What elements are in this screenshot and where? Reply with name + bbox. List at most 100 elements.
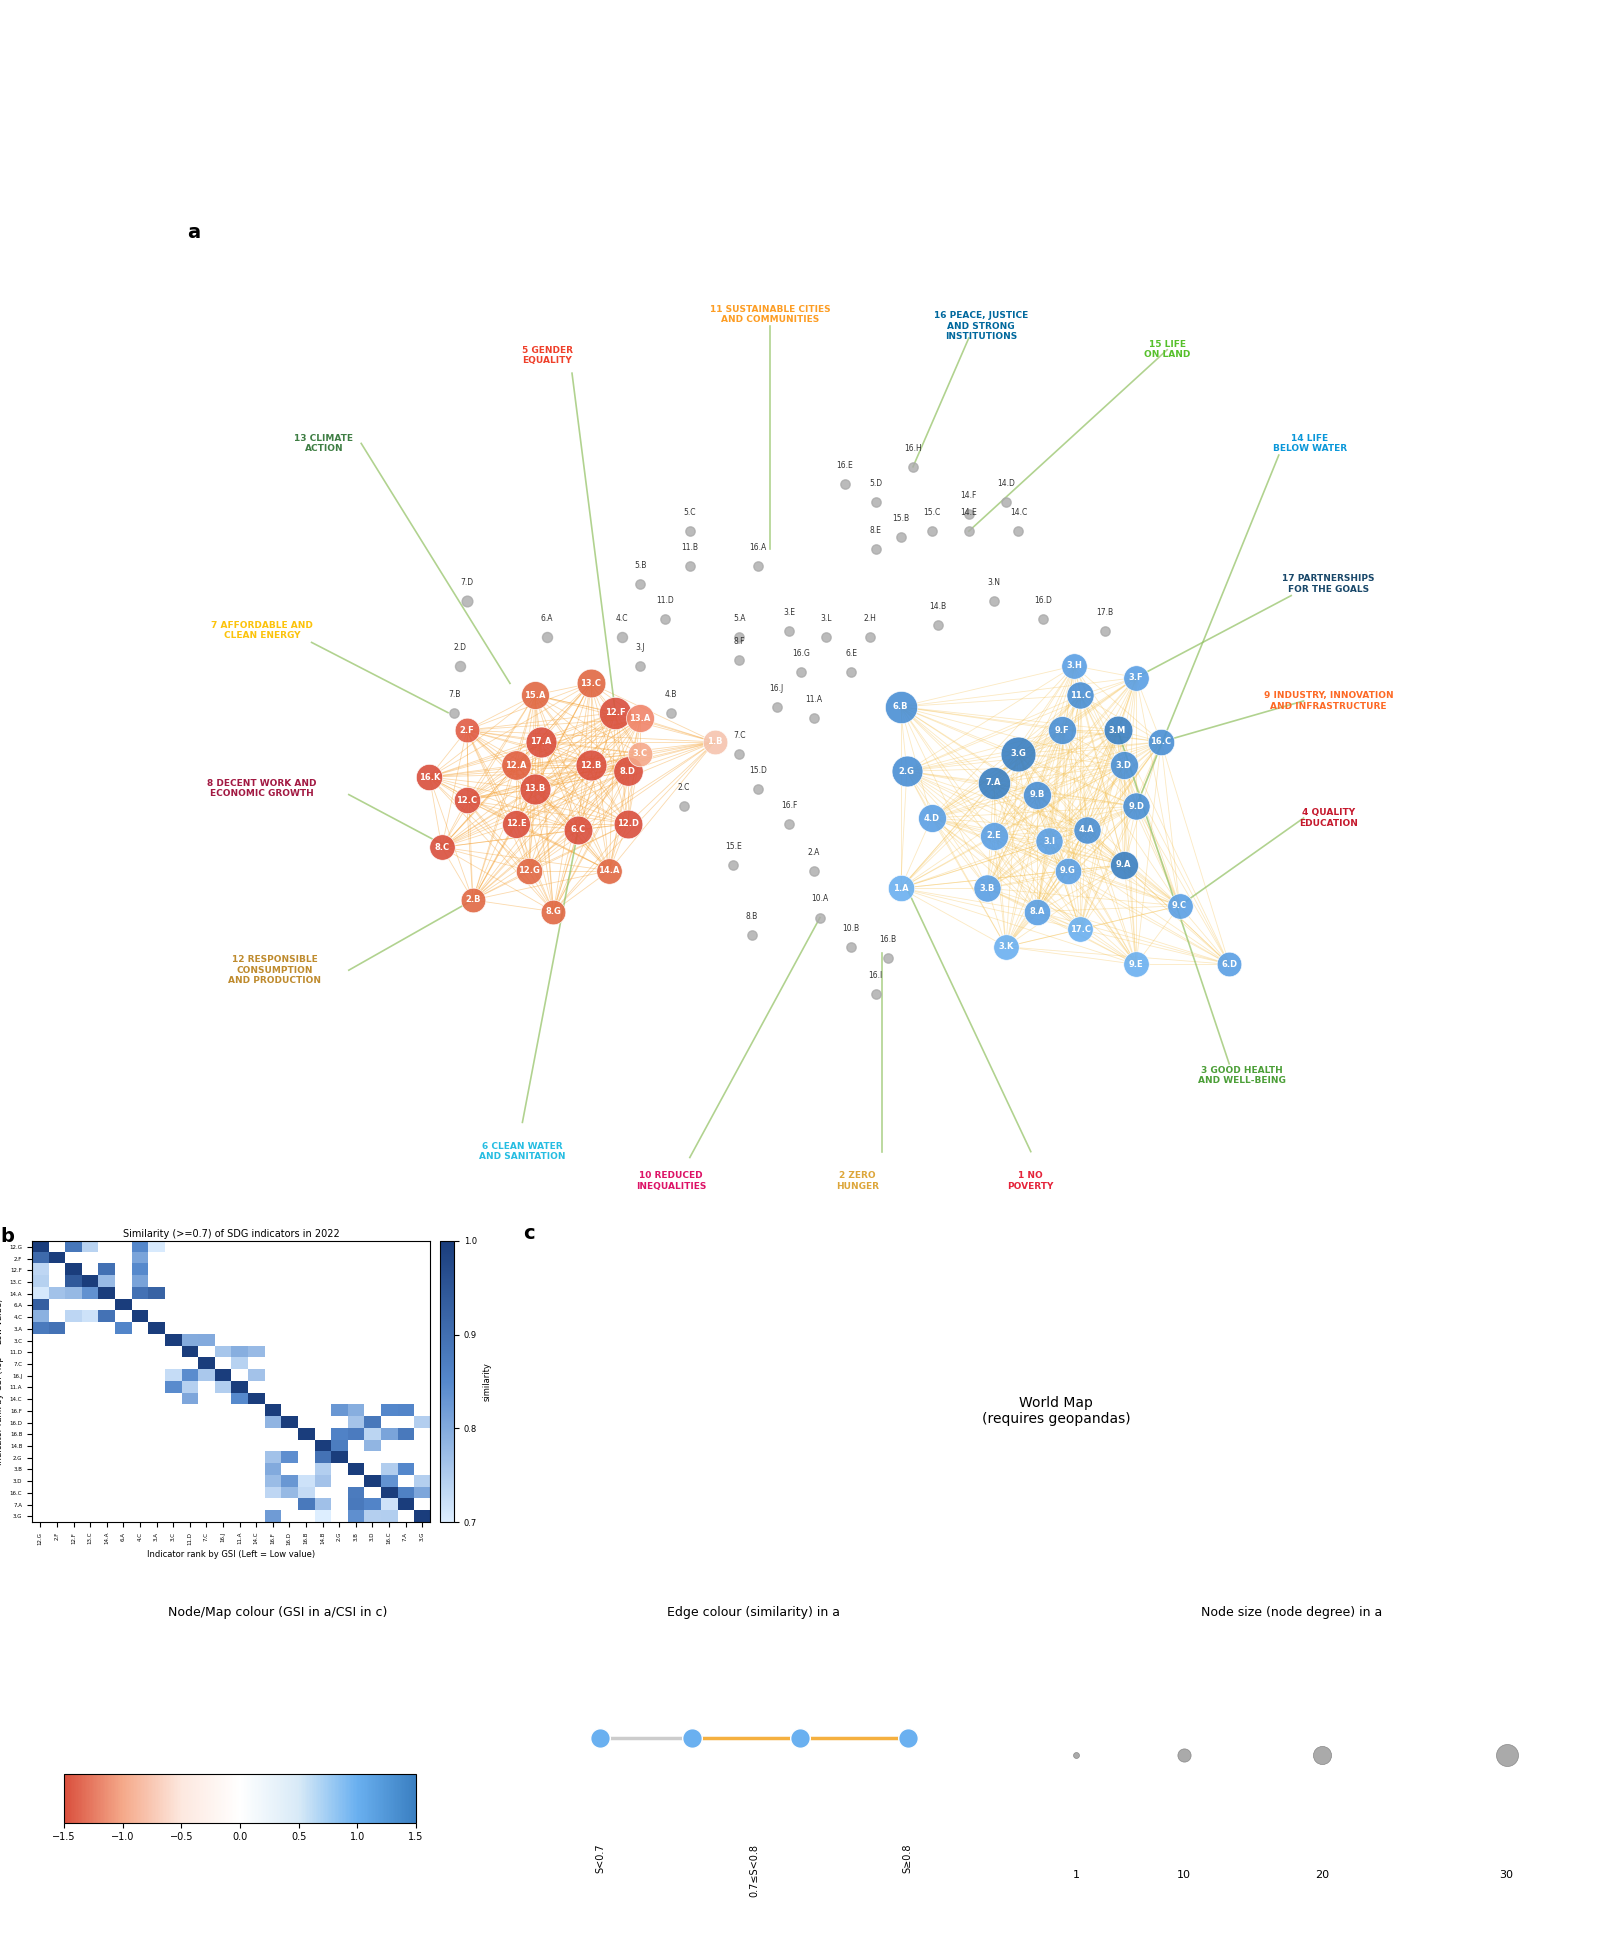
Text: 8.B: 8.B [746,911,758,921]
Y-axis label: Indicator rank by GSI (Top = Low value): Indicator rank by GSI (Top = Low value) [0,1299,3,1464]
Text: 7.B: 7.B [448,690,461,698]
Text: 3.J: 3.J [635,642,645,652]
Text: 16.C: 16.C [1150,737,1171,747]
Point [858,620,883,652]
Text: 20: 20 [1315,1869,1330,1881]
Point [442,698,467,729]
Text: 5.B: 5.B [634,560,646,570]
Text: 10.A: 10.A [811,894,829,904]
Point [659,698,685,729]
Text: 9 INDUSTRY, INNOVATION
AND INFRASTRUCTURE: 9 INDUSTRY, INNOVATION AND INFRASTRUCTUR… [1264,690,1394,710]
Text: 2.E: 2.E [986,832,1002,840]
Text: 16.F: 16.F [781,801,797,811]
Text: 16.G: 16.G [792,650,810,657]
Point [515,855,541,886]
Text: 11 SUSTAINABLE CITIES
AND COMMUNITIES: 11 SUSTAINABLE CITIES AND COMMUNITIES [710,304,830,324]
Text: 5.D: 5.D [869,479,882,489]
Text: World Map
(requires geopandas): World Map (requires geopandas) [982,1396,1130,1425]
Text: 4.C: 4.C [616,613,627,622]
Text: 15.D: 15.D [749,766,766,776]
Text: 3.L: 3.L [821,613,832,622]
Text: 11.A: 11.A [805,696,822,704]
Text: 3 GOOD HEALTH
AND WELL-BEING: 3 GOOD HEALTH AND WELL-BEING [1198,1066,1285,1086]
Text: 12.C: 12.C [456,795,477,805]
Text: 4.B: 4.B [666,690,677,698]
Text: 10 REDUCED
INEQUALITIES: 10 REDUCED INEQUALITIES [637,1171,706,1191]
Point [1149,727,1174,758]
Text: 3: 3 [904,1797,912,1807]
Text: 14.E: 14.E [960,508,978,518]
Point [1123,948,1149,979]
Point [429,832,454,863]
Text: 10: 10 [1178,1869,1190,1881]
Text: 1: 1 [688,1797,696,1807]
Point [627,568,653,599]
Point [1067,679,1093,710]
Point [653,603,678,634]
Text: 8 DECENT WORK AND
ECONOMIC GROWTH: 8 DECENT WORK AND ECONOMIC GROWTH [208,779,317,799]
Text: 6.B: 6.B [893,702,909,712]
Text: 9.F: 9.F [1054,725,1069,735]
Text: 0.7≤S<0.8: 0.7≤S<0.8 [749,1844,758,1896]
Text: 7.D: 7.D [461,578,474,588]
Text: 14.B: 14.B [930,601,946,611]
Point [838,655,864,686]
Point [1110,750,1136,781]
Text: 14.C: 14.C [1010,508,1027,518]
Point [614,809,640,840]
Text: 12.D: 12.D [616,820,638,828]
Point [578,750,603,781]
Point [862,487,888,518]
Text: 16.E: 16.E [837,461,853,471]
Text: 16.A: 16.A [749,543,766,553]
Point [974,873,1000,904]
Text: 2.D: 2.D [454,642,467,652]
Text: 8.F: 8.F [734,636,746,646]
Text: 2.A: 2.A [808,847,819,857]
Text: 11.C: 11.C [1070,690,1091,700]
Text: 3.F: 3.F [1130,673,1144,683]
Point [832,469,858,500]
Point [597,855,622,886]
Point [627,650,653,681]
Text: 16.D: 16.D [1034,595,1053,605]
Text: 12.E: 12.E [506,820,526,828]
Point [627,704,653,735]
Text: 3.E: 3.E [782,607,795,617]
Text: 17 PARTNERSHIPS
FOR THE GOALS: 17 PARTNERSHIPS FOR THE GOALS [1282,574,1374,593]
Point [1024,779,1050,811]
Point [981,768,1006,799]
Point [1074,814,1099,845]
Text: b: b [0,1227,14,1247]
Point [994,487,1019,518]
Text: 4.D: 4.D [923,814,939,822]
Text: 6.A: 6.A [541,613,554,622]
Text: Edge colour (similarity) in a: Edge colour (similarity) in a [667,1605,840,1619]
Point [1216,948,1242,979]
Text: 9.C: 9.C [1173,902,1187,909]
Text: 11.D: 11.D [656,595,674,605]
Text: S<0.7: S<0.7 [595,1844,605,1873]
Text: 9.G: 9.G [1061,867,1075,874]
Point [739,919,765,950]
Point [888,692,914,723]
Point [1030,603,1056,634]
Text: 9.E: 9.E [1130,960,1144,970]
Point [528,727,554,758]
Point [746,551,771,582]
Point [1006,516,1032,547]
Point [454,715,480,747]
Point [981,586,1006,617]
Text: 9.A: 9.A [1117,861,1131,869]
Point [1061,650,1086,681]
Text: 8.D: 8.D [619,766,635,776]
Text: 17.A: 17.A [530,737,552,747]
Point [1123,661,1149,692]
Point [894,756,920,787]
Text: 1.A: 1.A [893,884,909,892]
Point [720,849,746,880]
Text: 8.E: 8.E [870,525,882,535]
Point [416,762,442,793]
Text: 2: 2 [797,1797,803,1807]
Text: 12.B: 12.B [579,760,602,770]
